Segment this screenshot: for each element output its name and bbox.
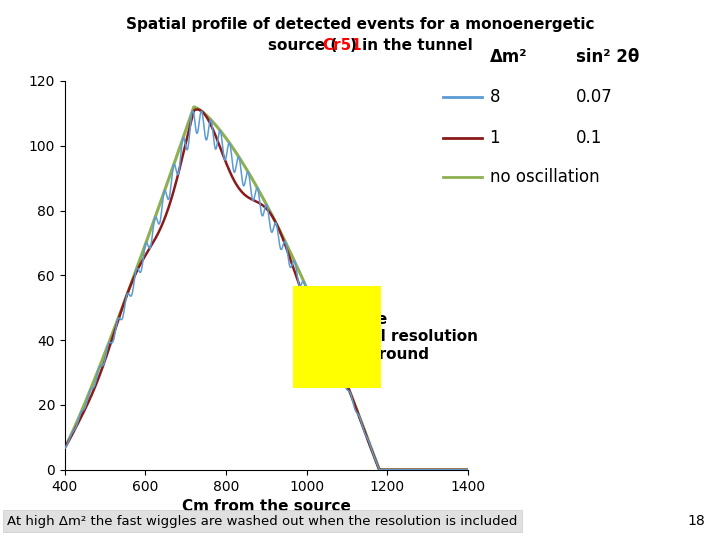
Text: source (: source ( xyxy=(268,38,337,53)
Text: sin² 2θ: sin² 2θ xyxy=(576,48,639,66)
Text: ) in the tunnel: ) in the tunnel xyxy=(350,38,472,53)
Text: Cr51: Cr51 xyxy=(323,38,362,53)
Text: 18: 18 xyxy=(688,514,706,528)
Text: Ideal case
no spatial resolution
no background: Ideal case no spatial resolution no back… xyxy=(301,312,477,362)
Text: 0.1: 0.1 xyxy=(576,129,603,147)
Text: Δm²: Δm² xyxy=(490,48,527,66)
Text: 8: 8 xyxy=(490,88,500,106)
Text: 0.07: 0.07 xyxy=(576,88,613,106)
Text: 1: 1 xyxy=(490,129,500,147)
Text: At high Δm² the fast wiggles are washed out when the resolution is included: At high Δm² the fast wiggles are washed … xyxy=(7,515,518,528)
Text: no oscillation: no oscillation xyxy=(490,168,599,186)
X-axis label: Cm from the source: Cm from the source xyxy=(182,499,351,514)
Text: Spatial profile of detected events for a monoenergetic: Spatial profile of detected events for a… xyxy=(126,17,594,32)
